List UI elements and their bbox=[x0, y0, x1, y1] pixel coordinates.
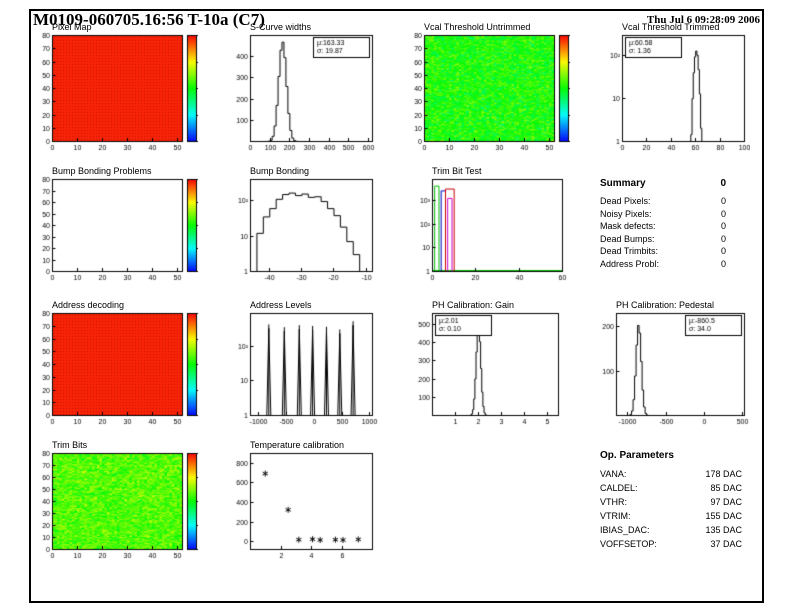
ph-pedestal-histogram bbox=[592, 310, 750, 428]
panel-title-ph-pedestal: PH Calibration: Pedestal bbox=[616, 300, 715, 310]
summary-row-mask-defects: Mask defects: 0 bbox=[600, 220, 726, 233]
panel-title-address-levels: Address Levels bbox=[250, 300, 312, 310]
summary-label: Dead Trimbits: bbox=[600, 246, 659, 256]
summary-value: 0 bbox=[720, 221, 726, 231]
panel-title-bump-bonding: Bump Bonding bbox=[250, 166, 310, 176]
ph-gain-histogram bbox=[408, 310, 564, 428]
panel-ph-gain: PH Calibration: Gain bbox=[408, 300, 564, 428]
opparam-row-vthr: VTHR: 97 DAC bbox=[600, 495, 742, 509]
panel-bump-bonding: Bump Bonding bbox=[226, 166, 378, 284]
panel-title-ph-gain: PH Calibration: Gain bbox=[432, 300, 515, 310]
panel-vcal-trimmed: Vcal Threshold Trimmed bbox=[598, 22, 750, 154]
timestamp: Thu Jul 6 09:28:09 2006 bbox=[646, 14, 760, 26]
opparam-value: 178 DAC bbox=[705, 469, 742, 479]
panel-scurve-widths: S-Curve widths bbox=[226, 22, 378, 154]
panel-ph-pedestal: PH Calibration: Pedestal bbox=[592, 300, 750, 428]
summary-value: 0 bbox=[720, 196, 726, 206]
summary-label: Address Probl: bbox=[600, 258, 660, 269]
panel-temperature-calibration: Temperature calibration bbox=[226, 440, 378, 562]
page-border-frame bbox=[29, 9, 764, 603]
opparam-row-caldel: CALDEL: 85 DAC bbox=[600, 481, 742, 495]
panel-title-pixel-map: Pixel Map bbox=[52, 22, 92, 32]
opparam-label: VTRIM: bbox=[600, 511, 631, 521]
opparam-row-voffsetop: VOFFSETOP: 37 DAC bbox=[600, 537, 742, 551]
page-title: M0109-060705.16:56 T-10a (C7) bbox=[33, 10, 265, 29]
summary-label: Mask defects: bbox=[600, 221, 656, 231]
opparam-row-vana: VANA: 178 DAC bbox=[600, 467, 742, 481]
summary-block: Summary 0 Dead Pixels: 0 Noisy Pixels: 0 M… bbox=[600, 178, 726, 270]
summary-row-dead-trimbits: Dead Trimbits: 0 bbox=[600, 245, 726, 258]
opparam-row-ibias-dac: IBIAS_DAC: 135 DAC bbox=[600, 523, 742, 537]
panel-title-bump-bonding-problems: Bump Bonding Problems bbox=[52, 166, 152, 176]
opparam-label: VOFFSETOP: bbox=[600, 539, 657, 549]
summary-header: Summary 0 bbox=[600, 178, 726, 189]
summary-label: Dead Bumps: bbox=[600, 233, 655, 244]
temperature-calibration-scatter bbox=[226, 450, 378, 562]
panel-title-scurve-widths: S-Curve widths bbox=[250, 22, 312, 32]
panel-address-levels: Address Levels bbox=[226, 300, 378, 428]
summary-row-dead-pixels: Dead Pixels: 0 bbox=[600, 195, 726, 208]
summary-total: 0 bbox=[720, 178, 726, 189]
trim-bit-test-histogram bbox=[408, 176, 568, 284]
panel-title-vcal-untrimmed: Vcal Threshold Untrimmed bbox=[424, 22, 531, 32]
address-decoding-heatmap bbox=[36, 310, 210, 428]
panel-address-decoding: Address decoding bbox=[36, 300, 210, 428]
summary-value: 0 bbox=[720, 208, 726, 219]
op-parameters-block: Op. Parameters VANA: 178 DAC CALDEL: 85 DA… bbox=[600, 450, 742, 551]
opparam-value: 97 DAC bbox=[710, 497, 742, 507]
bump-bonding-problems-heatmap bbox=[36, 176, 210, 284]
opparam-value: 85 DAC bbox=[710, 483, 742, 493]
panel-title-temperature-calibration: Temperature calibration bbox=[250, 440, 345, 450]
panel-trim-bits: Trim Bits bbox=[36, 440, 210, 562]
opparam-value: 135 DAC bbox=[705, 525, 742, 535]
scurve-widths-histogram bbox=[226, 32, 378, 154]
bump-bonding-histogram bbox=[226, 176, 378, 284]
vcal-trimmed-histogram bbox=[598, 32, 750, 154]
panel-title-vcal-trimmed: Vcal Threshold Trimmed bbox=[622, 22, 720, 32]
opparam-value: 155 DAC bbox=[705, 511, 742, 521]
summary-value: 0 bbox=[720, 258, 726, 269]
vcal-untrimmed-heatmap bbox=[408, 32, 582, 154]
opparam-label: CALDEL: bbox=[600, 483, 638, 493]
panel-title-trim-bit-test: Trim Bit Test bbox=[432, 166, 482, 176]
panel-title-address-decoding: Address decoding bbox=[52, 300, 125, 310]
opparam-value: 37 DAC bbox=[710, 539, 742, 549]
summary-row-noisy-pixels: Noisy Pixels: 0 bbox=[600, 208, 726, 221]
opparam-row-vtrim: VTRIM: 155 DAC bbox=[600, 509, 742, 523]
summary-label: Noisy Pixels: bbox=[600, 208, 652, 219]
opparam-label: VANA: bbox=[600, 469, 627, 479]
panel-bump-bonding-problems: Bump Bonding Problems bbox=[36, 166, 210, 284]
address-levels-histogram bbox=[226, 310, 378, 428]
summary-title: Summary bbox=[600, 178, 646, 189]
summary-row-dead-bumps: Dead Bumps: 0 bbox=[600, 233, 726, 246]
summary-value: 0 bbox=[720, 246, 726, 256]
panel-trim-bit-test: Trim Bit Test bbox=[408, 166, 568, 284]
panel-pixel-map: Pixel Map bbox=[36, 22, 210, 154]
op-parameters-header: Op. Parameters bbox=[600, 450, 742, 461]
summary-row-address-probl: Address Probl: 0 bbox=[600, 258, 726, 271]
summary-value: 0 bbox=[720, 233, 726, 244]
pixel-map-heatmap bbox=[36, 32, 210, 154]
opparam-label: VTHR: bbox=[600, 497, 627, 507]
opparam-label: IBIAS_DAC: bbox=[600, 525, 650, 535]
panel-title-trim-bits: Trim Bits bbox=[52, 440, 88, 450]
panel-vcal-untrimmed: Vcal Threshold Untrimmed bbox=[408, 22, 582, 154]
summary-label: Dead Pixels: bbox=[600, 196, 651, 206]
trim-bits-heatmap bbox=[36, 450, 210, 562]
op-parameters-title: Op. Parameters bbox=[600, 450, 674, 461]
